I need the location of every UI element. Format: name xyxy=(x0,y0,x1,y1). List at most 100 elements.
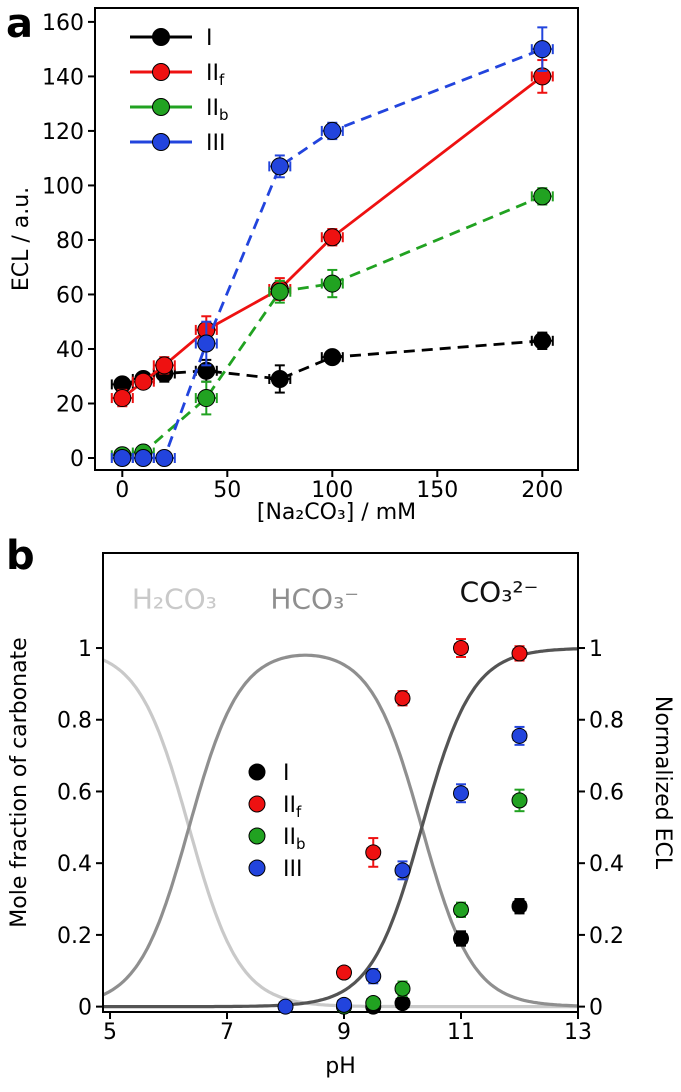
x-tick-label: 7 xyxy=(220,1020,234,1045)
curve-CO3 xyxy=(103,647,579,1009)
x-tick-label: 50 xyxy=(213,478,241,503)
data-point xyxy=(511,727,528,744)
data-point xyxy=(323,228,342,247)
panel-b-speciation-vs-ph-chart: H₂CO₃ HCO₃⁻ CO₃²⁻5 7 9 11 130 00.2 0.20.4 0.40.6 0… xyxy=(7,552,675,1079)
data-point xyxy=(511,645,528,662)
data-point xyxy=(394,862,411,879)
legend-label: IIf xyxy=(283,793,302,821)
x-tick-label: 5 xyxy=(103,1020,117,1045)
legend-label: IIb xyxy=(206,96,229,124)
x-axis-label: pH xyxy=(325,1054,356,1079)
legend-label: I xyxy=(206,26,213,51)
y-right-tick-label: 0.2 xyxy=(589,924,624,949)
data-point xyxy=(533,331,552,350)
legend-item-III: III xyxy=(248,857,302,882)
y-tick-label: 160 xyxy=(42,11,84,36)
y-right-tick-label: 0.4 xyxy=(589,852,624,877)
data-point xyxy=(394,995,411,1012)
data-point xyxy=(511,792,528,809)
legend-marker xyxy=(248,859,266,877)
y-axis-label: Mole fraction of carbonate xyxy=(7,637,32,927)
series-line xyxy=(122,47,543,460)
data-point xyxy=(197,334,216,353)
series-line xyxy=(122,195,543,457)
y-right-tick-label: 0.6 xyxy=(589,780,624,805)
data-point xyxy=(155,449,174,468)
x-tick-label: 9 xyxy=(337,1020,351,1045)
annotation-H2CO3: H₂CO₃ xyxy=(132,583,217,616)
x-tick-label: 11 xyxy=(447,1020,475,1045)
data-point xyxy=(323,121,342,140)
data-point xyxy=(533,40,552,59)
legend-label: III xyxy=(206,131,225,156)
data-point xyxy=(277,998,294,1015)
legend-marker xyxy=(152,98,170,116)
legend-item-II_f: IIf xyxy=(130,61,225,89)
legend-item-III: III xyxy=(130,131,225,156)
data-point xyxy=(270,157,289,176)
y-axis-label: ECL / a.u. xyxy=(9,187,34,291)
y-tick-label: 0.6 xyxy=(57,780,92,805)
legend-label: IIf xyxy=(206,61,225,89)
data-point xyxy=(453,901,470,918)
data-point xyxy=(134,372,153,391)
y-tick-label: 80 xyxy=(56,229,84,254)
x-tick-label: 0 xyxy=(115,478,129,503)
series-III xyxy=(110,26,554,468)
legend-marker xyxy=(152,63,170,81)
data-point xyxy=(270,369,289,388)
series-I xyxy=(336,898,528,1015)
data-point xyxy=(336,964,353,981)
data-point xyxy=(511,898,528,915)
legend-item-II_b: IIb xyxy=(248,825,306,853)
panel-a-ecl-vs-concentration-chart: 0 50 100 150 200 0 20 40 60 80 100 120 140 160 [Na₂CO₃… xyxy=(9,7,579,525)
y-tick-label: 0 xyxy=(78,996,92,1021)
curve-HCO3 xyxy=(102,653,579,1008)
data-point xyxy=(365,844,382,861)
y-right-tick-label: 0 xyxy=(589,996,603,1021)
y-tick-label: 60 xyxy=(56,283,84,308)
x-axis-label: [Na₂CO₃] / mM xyxy=(257,500,416,525)
legend-marker xyxy=(152,133,170,151)
data-point xyxy=(113,389,132,408)
curve-H2CO3 xyxy=(102,658,578,1009)
data-point xyxy=(394,690,411,707)
speciation-curves: H₂CO₃ HCO₃⁻ CO₃²⁻ xyxy=(102,575,579,1009)
y-tick-label: 20 xyxy=(56,392,84,417)
data-point xyxy=(270,282,289,301)
data-point xyxy=(453,640,470,657)
data-point xyxy=(323,274,342,293)
legend-label: III xyxy=(283,857,302,882)
data-point xyxy=(365,995,382,1012)
y-tick-label: 40 xyxy=(56,338,84,363)
legend-item-II_b: IIb xyxy=(130,96,229,124)
y-tick-label: 0.4 xyxy=(57,852,92,877)
panel-a-letter: a xyxy=(6,1,33,47)
x-tick-label: 13 xyxy=(564,1020,592,1045)
series-I xyxy=(110,331,554,394)
annotation-CO3: CO₃²⁻ xyxy=(460,575,539,608)
legend-marker xyxy=(248,795,266,813)
data-point xyxy=(113,449,132,468)
legend-item-II_f: IIf xyxy=(248,793,302,821)
x-tick-label: 200 xyxy=(521,478,563,503)
data-point xyxy=(365,968,382,985)
legend-item-I: I xyxy=(130,26,213,51)
y-tick-label: 1 xyxy=(78,637,92,662)
series-II_f xyxy=(336,638,528,981)
x-axis: 5 7 9 11 13 xyxy=(103,1012,592,1045)
series-III xyxy=(277,725,528,1015)
data-point xyxy=(155,356,174,375)
data-point xyxy=(453,930,470,947)
data-point xyxy=(336,996,353,1013)
data-point xyxy=(197,389,216,408)
series-II_b xyxy=(336,788,528,1015)
legend-marker xyxy=(152,28,170,46)
y-tick-label: 0 xyxy=(70,447,84,472)
legend-marker xyxy=(248,763,266,781)
y-tick-label: 100 xyxy=(42,174,84,199)
panel-b-letter: b xyxy=(6,533,35,579)
legend-item-I: I xyxy=(248,761,290,786)
x-tick-label: 100 xyxy=(311,478,353,503)
y-tick-label: 120 xyxy=(42,120,84,145)
